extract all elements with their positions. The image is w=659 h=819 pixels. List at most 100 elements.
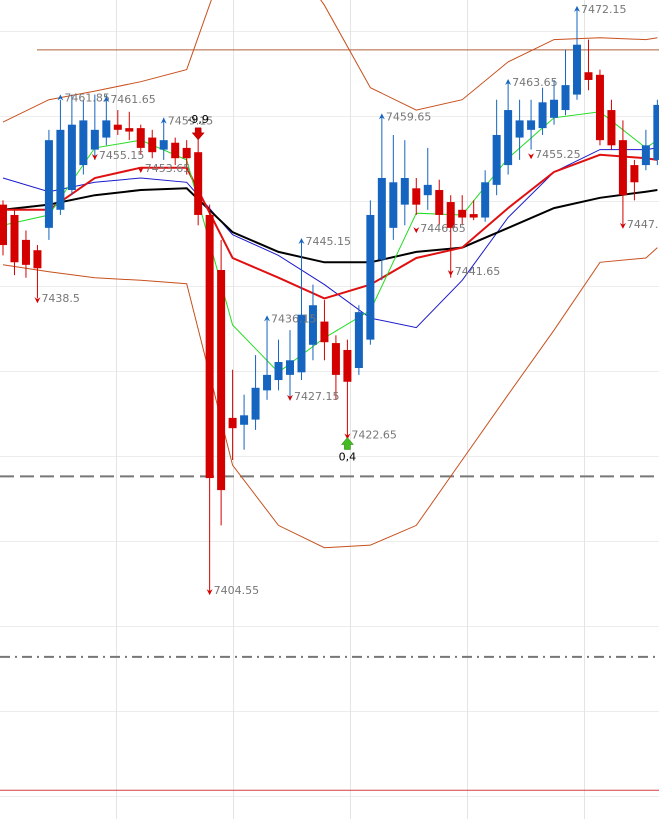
candle-body [400, 177, 409, 205]
price-arrow [287, 394, 293, 401]
candle-body [653, 104, 659, 160]
candle-body [331, 343, 340, 375]
candle-body [584, 72, 593, 80]
candle-body [446, 202, 455, 228]
candle-body [573, 44, 581, 95]
price-arrow [264, 315, 271, 322]
price-arrow [206, 589, 213, 596]
candle-body [79, 120, 88, 166]
candle-body [113, 124, 122, 130]
price-label: 7445.15 [305, 235, 351, 248]
candle-body [125, 128, 134, 132]
candle-body [550, 99, 559, 118]
candle-body [171, 142, 180, 159]
candle-body [515, 120, 524, 138]
candle-body [33, 250, 42, 269]
candle-body [217, 269, 226, 491]
price-label: 7453.65 [145, 162, 191, 175]
price-arrow [103, 96, 110, 103]
price-arrow [378, 113, 385, 120]
candle-body [343, 349, 352, 382]
candle-body [412, 188, 421, 205]
candle-body [274, 361, 283, 381]
candle-body [90, 129, 99, 150]
candle-body [481, 182, 490, 218]
candle-body [354, 312, 363, 369]
price-arrow [447, 270, 454, 277]
candle-body [504, 110, 513, 166]
price-arrow [505, 78, 512, 85]
candle-body [251, 387, 260, 420]
price-label: 7459.15 [168, 115, 214, 128]
price-label: 7455.25 [535, 148, 581, 161]
price-arrow [298, 238, 305, 245]
candle-body [159, 140, 168, 150]
signal-arrow [340, 437, 354, 450]
price-label: 7461.85 [64, 91, 110, 104]
price-label: 7438.5 [41, 292, 80, 305]
price-label: 7455.15 [99, 149, 145, 162]
price-arrow [574, 5, 580, 12]
price-arrow [160, 117, 167, 124]
price-arrow [528, 153, 535, 160]
candle-body [240, 415, 249, 425]
candle-body [286, 360, 294, 375]
signal-label: 0,4 [339, 451, 357, 464]
candle-body [607, 110, 616, 146]
candle-body [366, 214, 375, 340]
price-label: 7459.65 [386, 110, 432, 123]
price-arrow [91, 154, 98, 161]
candle-body [297, 314, 306, 373]
candle-body [182, 147, 191, 159]
candle-body [0, 204, 7, 246]
price-label: 7472.15 [581, 3, 627, 16]
candle-body [320, 321, 329, 343]
candle-body [458, 209, 467, 218]
price-arrow [619, 222, 626, 229]
candle-body [67, 124, 76, 191]
candle-body [148, 137, 157, 153]
candle-body [194, 152, 203, 215]
candle-body [377, 177, 386, 260]
candle-body [205, 214, 214, 479]
indicator-line [2, 111, 658, 373]
price-arrow [413, 227, 420, 234]
candle-body [527, 120, 536, 130]
indicator-line [2, 147, 658, 329]
price-label: 7446.65 [420, 222, 466, 235]
price-label: 7436.15 [271, 312, 317, 325]
candle-body [44, 140, 53, 228]
indicator-line [2, 187, 658, 264]
candle-body [136, 128, 145, 148]
candle-body [228, 417, 237, 429]
price-label: 7404.55 [214, 584, 260, 597]
price-label: 7427.15 [294, 390, 340, 403]
price-label: 7441.65 [455, 265, 501, 278]
candle-body [389, 182, 398, 228]
candle-body [56, 129, 65, 210]
candle-body [21, 239, 30, 265]
price-arrow [57, 94, 64, 101]
price-label: 7447.15 [627, 218, 659, 231]
price-label: 7422.65 [351, 429, 397, 442]
price-label: 7461.65 [110, 93, 156, 106]
price-arrow [344, 433, 351, 440]
candle-body [423, 184, 432, 196]
indicator-line [3, 153, 658, 300]
signal-arrow [191, 127, 205, 141]
candle-body [630, 165, 639, 183]
candle-body [618, 140, 627, 196]
candle-body [561, 85, 570, 111]
candle-body [10, 214, 19, 263]
price-arrow [34, 297, 41, 304]
candle-body [492, 134, 501, 185]
indicator-line [2, 247, 658, 549]
signal-label: -9,9 [187, 113, 208, 126]
price-arrow [137, 166, 144, 173]
candle-body [595, 74, 604, 141]
candle-body [469, 214, 478, 218]
candle-body [435, 190, 444, 215]
candle-body [102, 120, 111, 138]
